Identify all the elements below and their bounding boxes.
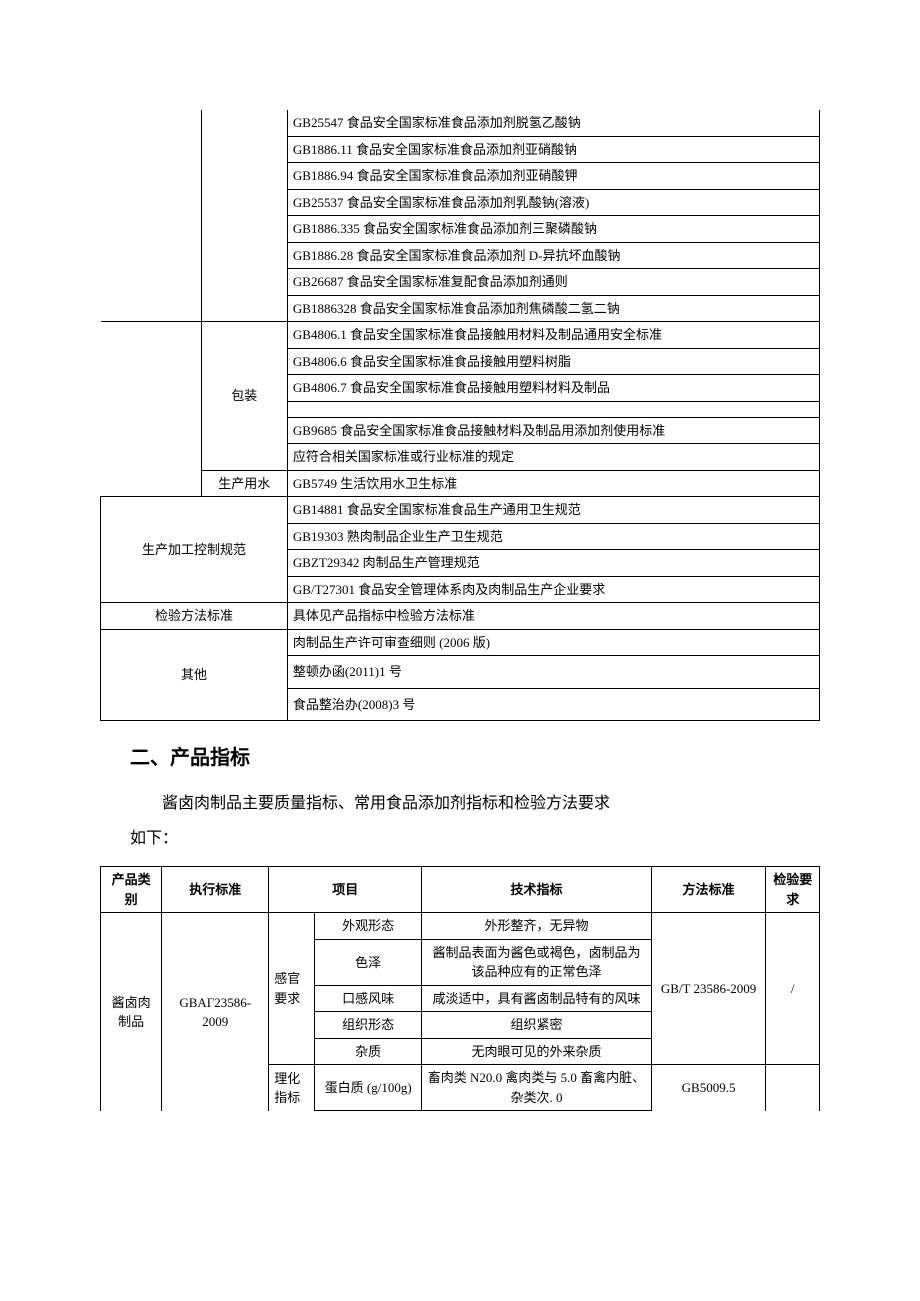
sensory-tech: 外形整齐，无异物 bbox=[422, 913, 651, 940]
std-row: GB1886.94 食品安全国家标准食品添加剂亚硝酸钾 bbox=[287, 163, 819, 190]
packaging-label: 包装 bbox=[201, 322, 287, 471]
category-cell: 酱卤肉制品 bbox=[101, 913, 162, 1111]
water-label: 生产用水 bbox=[201, 470, 287, 497]
pkg-row: 应符合相关国家标准或行业标准的规定 bbox=[287, 444, 819, 471]
section-heading: 二、产品指标 bbox=[130, 741, 820, 770]
std-row: GB1886.11 食品安全国家标准食品添加剂亚硝酸钠 bbox=[287, 136, 819, 163]
th-req: 检验要求 bbox=[766, 867, 820, 913]
intro-paragraph-1: 酱卤肉制品主要质量指标、常用食品添加剂指标和检验方法要求 bbox=[130, 786, 820, 821]
th-category: 产品类别 bbox=[101, 867, 162, 913]
sensory-tech: 咸淡适中，具有酱卤制品特有的风味 bbox=[422, 985, 651, 1012]
physchem-item: 蛋白质 (g/100g) bbox=[315, 1065, 422, 1111]
sensory-item: 杂质 bbox=[315, 1038, 422, 1065]
prod-row: GBZT29342 肉制品生产管理规范 bbox=[287, 550, 819, 577]
sensory-label: 感官要求 bbox=[269, 913, 315, 1065]
std-row: GB1886328 食品安全国家标准食品添加剂焦磷酸二氢二钠 bbox=[287, 295, 819, 322]
th-item: 项目 bbox=[269, 867, 422, 913]
inspection-row: 具体见产品指标中检验方法标准 bbox=[287, 603, 819, 630]
prod-row: GB19303 熟肉制品企业生产卫生规范 bbox=[287, 523, 819, 550]
intro-paragraph-2: 如下： bbox=[130, 821, 820, 856]
th-standard: 执行标准 bbox=[162, 867, 269, 913]
sensory-item: 组织形态 bbox=[315, 1012, 422, 1039]
std-row: GB26687 食品安全国家标准复配食品添加剂通则 bbox=[287, 269, 819, 296]
pkg-row: GB4806.7 食品安全国家标准食品接触用塑料材料及制品 bbox=[287, 375, 819, 402]
pkg-row: GB4806.6 食品安全国家标准食品接触用塑料树脂 bbox=[287, 348, 819, 375]
other-row: 肉制品生产许可审查细则 (2006 版) bbox=[287, 629, 819, 656]
prod-row: GB14881 食品安全国家标准食品生产通用卫生规范 bbox=[287, 497, 819, 524]
std-row: GB1886.335 食品安全国家标准食品添加剂三聚磷酸钠 bbox=[287, 216, 819, 243]
other-row: 整顿办函(2011)1 号 bbox=[287, 656, 819, 689]
production-label: 生产加工控制规范 bbox=[101, 497, 288, 603]
other-row: 食品整治办(2008)3 号 bbox=[287, 688, 819, 721]
th-method: 方法标准 bbox=[651, 867, 766, 913]
sensory-method: GB/T 23586-2009 bbox=[651, 913, 766, 1065]
water-row: GB5749 生活饮用水卫生标准 bbox=[287, 470, 819, 497]
physchem-req bbox=[766, 1065, 820, 1111]
physchem-label: 理化指标 bbox=[269, 1065, 315, 1111]
physchem-method: GB5009.5 bbox=[651, 1065, 766, 1111]
inspection-label: 检验方法标准 bbox=[101, 603, 288, 630]
std-row: GB25537 食品安全国家标准食品添加剂乳酸钠(溶液) bbox=[287, 189, 819, 216]
th-tech: 技术指标 bbox=[422, 867, 651, 913]
physchem-tech: 畜肉类 N20.0 禽肉类与 5.0 畜禽内脏、杂类次. 0 bbox=[422, 1065, 651, 1111]
prod-row: GB/T27301 食品安全管理体系肉及肉制品生产企业要求 bbox=[287, 576, 819, 603]
pkg-row-empty bbox=[287, 401, 819, 417]
sensory-req: / bbox=[766, 913, 820, 1065]
standard-cell: GBAГ23586-2009 bbox=[162, 913, 269, 1111]
standards-table: GB25547 食品安全国家标准食品添加剂脱氢乙酸钠 GB1886.11 食品安… bbox=[100, 110, 820, 721]
sensory-tech: 组织紧密 bbox=[422, 1012, 651, 1039]
sensory-tech: 无肉眼可见的外来杂质 bbox=[422, 1038, 651, 1065]
pkg-row: GB9685 食品安全国家标准食品接触材料及制品用添加剂使用标准 bbox=[287, 417, 819, 444]
product-index-table: 产品类别 执行标准 项目 技术指标 方法标准 检验要求 酱卤肉制品 GBAГ23… bbox=[100, 866, 820, 1111]
sensory-item: 外观形态 bbox=[315, 913, 422, 940]
std-row: GB25547 食品安全国家标准食品添加剂脱氢乙酸钠 bbox=[287, 110, 819, 136]
sensory-item: 色泽 bbox=[315, 939, 422, 985]
other-label: 其他 bbox=[101, 629, 288, 721]
pkg-row: GB4806.1 食品安全国家标准食品接触用材料及制品通用安全标准 bbox=[287, 322, 819, 349]
sensory-tech: 酱制品表面为酱色或褐色，卤制品为该品种应有的正常色泽 bbox=[422, 939, 651, 985]
sensory-item: 口感风味 bbox=[315, 985, 422, 1012]
std-row: GB1886.28 食品安全国家标准食品添加剂 D-异抗坏血酸钠 bbox=[287, 242, 819, 269]
